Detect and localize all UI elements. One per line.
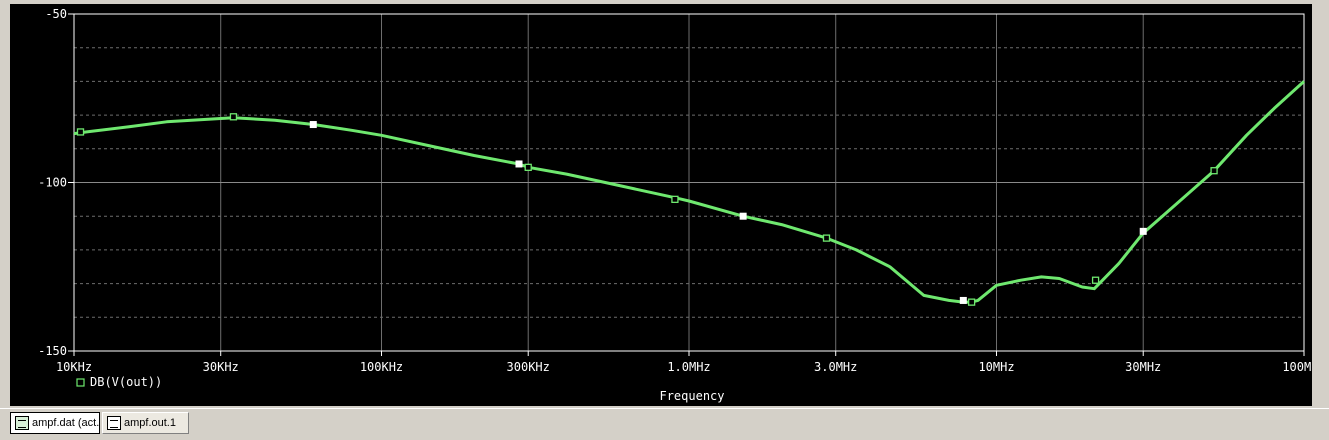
- axis-ticks: [68, 13, 1305, 356]
- y-tick-label: -50: [45, 7, 67, 21]
- probe-plot[interactable]: 10KHz 30KHz 100KHz 300KHz 1.0MHz 3.0MHz 10MHz 3…: [10, 4, 1312, 406]
- trace-marker-filled: [309, 121, 317, 129]
- x-tick-label: 30MHz: [1125, 360, 1161, 374]
- legend-label: DB(V(out)): [90, 375, 162, 389]
- x-tick-label: 10KHz: [56, 360, 92, 374]
- trace-marker-filled: [959, 296, 967, 304]
- x-axis-label: Frequency: [659, 389, 724, 403]
- trace-marker-open: [1210, 167, 1218, 175]
- trace-marker-open: [524, 163, 532, 171]
- data-file-icon: [15, 416, 29, 430]
- x-tick-label: 100MHz: [1282, 360, 1312, 374]
- trace-marker-filled: [739, 212, 747, 220]
- x-tick-label: 3.0MHz: [814, 360, 857, 374]
- plot-window[interactable]: 10KHz 30KHz 100KHz 300KHz 1.0MHz 3.0MHz 10MHz 3…: [10, 4, 1312, 406]
- trace-marker-open: [967, 298, 976, 306]
- y-tick-label: -150: [38, 344, 67, 358]
- grid: [74, 14, 1304, 351]
- tab-label: ampf.dat (act...: [32, 417, 100, 429]
- y-tick-label: -100: [38, 176, 67, 190]
- legend-marker-icon: [76, 378, 85, 387]
- trace-marker-filled: [1139, 227, 1147, 235]
- trace-marker-open: [229, 113, 238, 121]
- x-tick-label: 30KHz: [203, 360, 239, 374]
- trace-marker-open: [1091, 276, 1100, 284]
- x-tick-label: 10MHz: [978, 360, 1014, 374]
- plot-frame: [73, 13, 1305, 352]
- x-tick-label: 1.0MHz: [667, 360, 710, 374]
- tab-ampf-dat[interactable]: ampf.dat (act...: [10, 412, 100, 434]
- tab-label: ampf.out.1: [124, 417, 176, 429]
- window-tab-bar: ampf.dat (act... ampf.out.1: [0, 408, 1329, 440]
- trace-marker-open: [671, 195, 679, 204]
- legend: DB(V(out)): [76, 375, 162, 389]
- trace-marker-open: [822, 234, 831, 242]
- trace-markers: [76, 113, 1218, 306]
- x-tick-label: 300KHz: [507, 360, 550, 374]
- trace-marker-filled: [515, 160, 523, 168]
- text-file-icon: [107, 416, 121, 430]
- tab-ampf-out[interactable]: ampf.out.1: [102, 412, 189, 434]
- trace-marker-open: [76, 128, 85, 136]
- tick-labels: 10KHz 30KHz 100KHz 300KHz 1.0MHz 3.0MHz 10MHz 3…: [38, 7, 1312, 374]
- x-tick-label: 100KHz: [360, 360, 403, 374]
